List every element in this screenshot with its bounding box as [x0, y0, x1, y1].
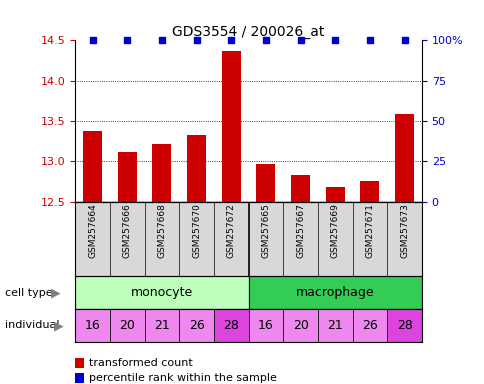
Bar	[256, 164, 275, 202]
Bar	[248, 309, 283, 342]
Text: GSM257670: GSM257670	[192, 203, 201, 258]
Bar	[283, 309, 318, 342]
Text: GSM257672: GSM257672	[226, 203, 235, 258]
Text: GSM257667: GSM257667	[295, 203, 304, 258]
Bar	[75, 309, 109, 342]
Text: transformed count: transformed count	[89, 358, 192, 368]
Bar	[248, 276, 421, 309]
Bar	[318, 309, 352, 342]
Text: monocyte: monocyte	[131, 286, 193, 299]
Text: 28: 28	[223, 319, 239, 332]
Bar	[144, 309, 179, 342]
Text: GSM257666: GSM257666	[122, 203, 132, 258]
Bar	[394, 114, 413, 202]
Bar	[352, 309, 386, 342]
Text: GSM257673: GSM257673	[399, 203, 408, 258]
Text: 20: 20	[292, 319, 308, 332]
Bar	[75, 276, 248, 309]
Bar	[221, 51, 240, 202]
Text: individual: individual	[5, 320, 59, 331]
Text: GSM257664: GSM257664	[88, 203, 97, 258]
Bar	[386, 309, 421, 342]
Text: 28: 28	[396, 319, 412, 332]
Bar	[118, 152, 136, 202]
Bar	[213, 309, 248, 342]
Text: 20: 20	[119, 319, 135, 332]
Text: percentile rank within the sample: percentile rank within the sample	[89, 373, 276, 383]
Text: 21: 21	[327, 319, 342, 332]
Text: GSM257665: GSM257665	[261, 203, 270, 258]
Text: GSM257671: GSM257671	[364, 203, 374, 258]
Text: 16: 16	[257, 319, 273, 332]
Text: 26: 26	[362, 319, 377, 332]
Bar	[325, 187, 344, 202]
Text: ▶: ▶	[51, 286, 60, 299]
Text: 26: 26	[188, 319, 204, 332]
Bar	[83, 131, 102, 202]
Text: GSM257668: GSM257668	[157, 203, 166, 258]
Text: 21: 21	[154, 319, 169, 332]
Bar	[152, 144, 171, 202]
Bar	[360, 182, 378, 202]
Title: GDS3554 / 200026_at: GDS3554 / 200026_at	[172, 25, 324, 39]
Bar	[187, 136, 206, 202]
Text: ▶: ▶	[54, 319, 64, 332]
Text: GSM257669: GSM257669	[330, 203, 339, 258]
Text: 16: 16	[85, 319, 100, 332]
Text: macrophage: macrophage	[295, 286, 374, 299]
Bar	[109, 309, 144, 342]
Bar	[179, 309, 213, 342]
Bar	[290, 175, 309, 202]
Text: cell type: cell type	[5, 288, 52, 298]
